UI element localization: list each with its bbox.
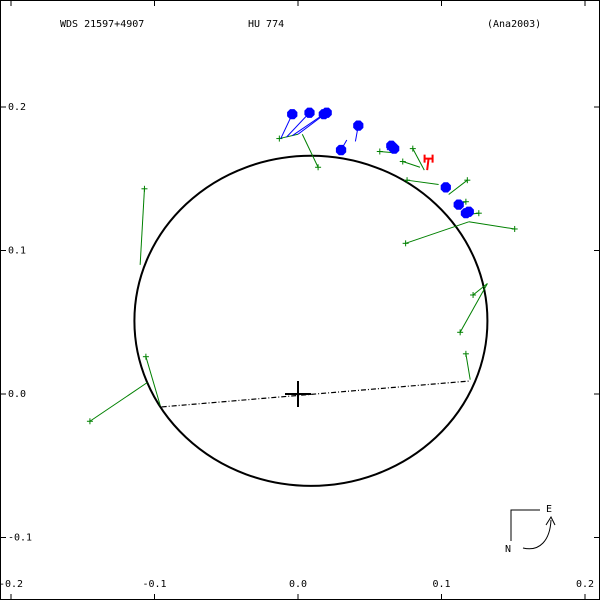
speckle-point [335,144,347,156]
compass-east-label: E [546,504,552,515]
speckle-point [440,182,451,193]
micrometer-residual-line [139,188,145,265]
micrometer-residual-line [468,221,515,230]
micrometer-residual-line [412,148,425,171]
speckle-residual-line [291,113,325,137]
micrometer-residual-line [406,179,439,185]
micrometer-residual-line [459,283,488,333]
speckle-point [463,206,474,217]
y-tick-label: 0.2 [8,102,26,113]
micrometer-residual-line [472,283,488,296]
speckle-point [353,120,364,131]
speckle-series [280,107,474,219]
system-designation: WDS 21597+4907 [60,19,144,30]
x-tick-label: -0.2 [0,579,23,590]
x-tick-label: 0.1 [432,579,450,590]
hipparcos-point [423,154,434,163]
micrometer-residual-line [89,382,148,422]
micrometer-residual-line [145,356,161,406]
hipparcos-residual-line [426,158,430,171]
y-tick-label: -0.1 [8,533,32,544]
speckle-point [453,199,464,210]
discoverer-code: HU 774 [248,19,284,30]
micrometer-residual-line [465,353,471,380]
micrometer-residual-line [405,221,469,244]
micrometer-residual-line [402,161,421,168]
line-of-nodes [161,380,469,408]
micrometer-residual-line [279,133,299,140]
compass: E N [505,504,556,555]
speckle-point [304,107,315,118]
y-tick-label: 0.1 [8,246,26,257]
compass-arrow-arc [522,519,552,550]
speckle-point [287,109,298,120]
micrometer-residual-line [301,134,319,168]
axis-tick-labels: -0.2 -0.1 0.0 0.1 0.2 0.2 0.1 0.0 -0.1 [0,102,594,590]
speckle-point [321,107,332,118]
compass-north-label: N [505,544,511,555]
speckle-point [389,143,400,154]
x-tick-label: -0.1 [142,579,166,590]
y-tick-label: 0.0 [8,389,26,400]
hipparcos-series [423,154,434,171]
orbit-ellipse [133,154,489,487]
plot-content [86,107,518,487]
compass-axes [510,509,540,541]
x-tick-label: 0.0 [289,579,307,590]
orbit-reference: (Ana2003) [487,19,541,30]
speckle-residual-line [286,112,310,138]
micrometer-series [86,133,518,425]
micrometer-residual-line [448,179,468,195]
compass-arrowhead [545,515,556,526]
speckle-residual-line [297,112,328,135]
x-tick-label: 0.2 [576,579,594,590]
